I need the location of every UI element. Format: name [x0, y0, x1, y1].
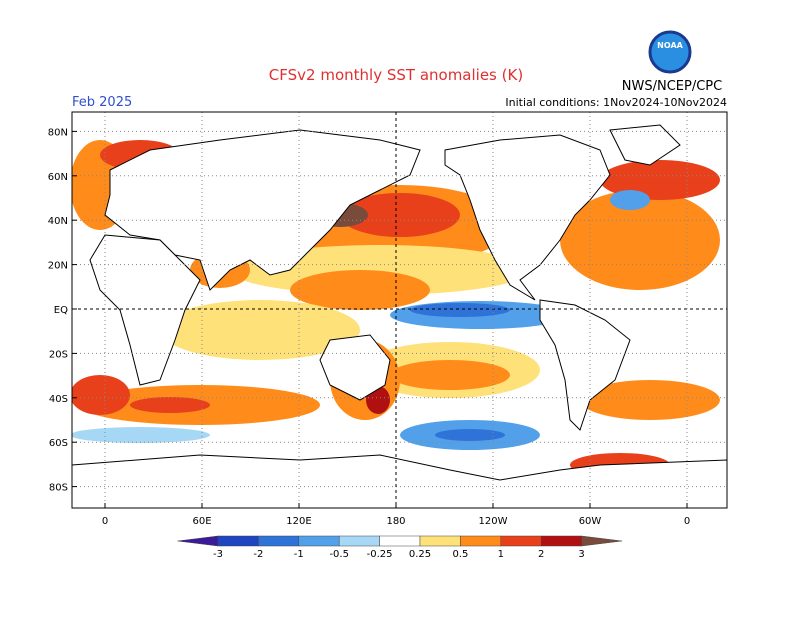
- colorbar-label: 1: [498, 549, 504, 560]
- colorbar-bin: [540, 535, 582, 547]
- colorbar-label: -0.25: [367, 549, 393, 560]
- lon-label: 120E: [286, 516, 311, 527]
- lat-label: 40N: [48, 216, 68, 227]
- title: CFSv2 monthly SST anomalies (K): [269, 66, 523, 84]
- lat-label: 20N: [48, 261, 68, 272]
- colorbar-bin: [258, 535, 300, 547]
- lat-label: 80N: [48, 127, 68, 138]
- lon-label: 180: [386, 516, 405, 527]
- graticule: [72, 112, 727, 508]
- colorbar-bin: [500, 535, 542, 547]
- colorbar-label: -2: [253, 549, 263, 560]
- colorbar-bin: [419, 535, 461, 547]
- lat-label: 20S: [49, 349, 68, 360]
- colorbar-label: 0.25: [409, 549, 431, 560]
- lat-label: EQ: [54, 305, 68, 316]
- lat-label: 40S: [49, 394, 68, 405]
- colorbar-arrow: [581, 535, 623, 547]
- colorbar-label: -3: [213, 549, 223, 560]
- logo: [648, 30, 692, 74]
- logo-text: NOAA: [657, 41, 683, 50]
- lat-label: 60N: [48, 172, 68, 183]
- lon-label: 0: [684, 516, 690, 527]
- map-frame: [71, 111, 728, 509]
- agency: NWS/NCEP/CPC: [622, 79, 722, 94]
- valid-month: Feb 2025: [72, 95, 132, 110]
- lon-label: 120W: [479, 516, 508, 527]
- colorbar-label: 0.5: [452, 549, 468, 560]
- colorbar-arrow: [177, 535, 219, 547]
- lon-label: 0: [102, 516, 108, 527]
- colorbar-label: -0.5: [329, 549, 349, 560]
- coastlines: [72, 124, 727, 508]
- anomaly-field: [72, 140, 720, 477]
- lon-label: 60E: [192, 516, 211, 527]
- colorbar-label: 3: [578, 549, 584, 560]
- colorbar-bin: [379, 535, 421, 547]
- lat-label: 80S: [49, 483, 68, 494]
- colorbar-label: 2: [538, 549, 544, 560]
- colorbar-label: -1: [294, 549, 304, 560]
- initial-conditions: Initial conditions: 1Nov2024-10Nov2024: [505, 96, 727, 109]
- colorbar-bin: [217, 535, 259, 547]
- lon-label: 60W: [579, 516, 602, 527]
- map: [72, 112, 727, 508]
- colorbar-bin: [338, 535, 380, 547]
- colorbar-bin: [298, 535, 340, 547]
- colorbar-bin: [460, 535, 502, 547]
- lat-label: 60S: [49, 438, 68, 449]
- colorbar: -3 -2 -1 -0.5 -0.25 0.25 0.5 1 2 3: [177, 535, 623, 560]
